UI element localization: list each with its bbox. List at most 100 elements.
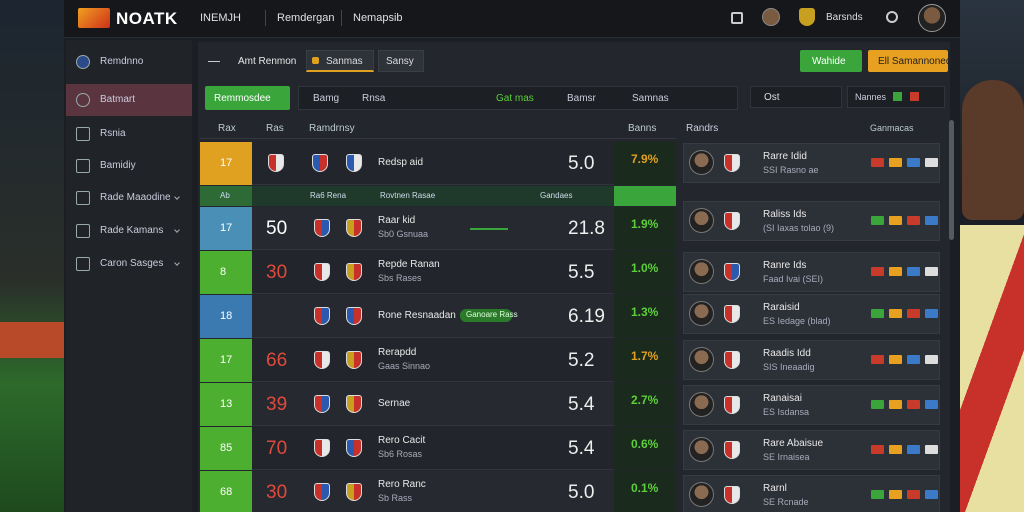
match-name: Rero Ranc (378, 479, 426, 490)
progress-line (470, 228, 508, 230)
profile-avatar[interactable] (918, 4, 946, 32)
pct-cell (614, 295, 676, 338)
percentage: 0.1% (631, 481, 659, 495)
team-crest (346, 263, 362, 281)
tab[interactable] (306, 50, 374, 72)
odds: 5.0 (568, 153, 595, 174)
nav-item[interactable]: Remdergan (277, 12, 335, 24)
match-detail: Sb6 Rosas (378, 449, 423, 459)
filter-item[interactable]: Samnas (632, 93, 669, 104)
settings-icon[interactable] (886, 11, 898, 23)
player-name: Rare Abaisue (763, 438, 824, 449)
player-detail: ES Isdansa (763, 407, 810, 417)
scrollbar (949, 120, 954, 240)
status-chip (871, 267, 884, 276)
status-chip (871, 158, 884, 167)
match-detail: Sb0 Gsnuaa (378, 229, 429, 239)
sidebar (66, 40, 192, 512)
status-chip (889, 355, 902, 364)
player-avatar (689, 150, 714, 175)
rank-cell (200, 295, 252, 338)
panel-header: Randrs (686, 123, 719, 134)
team-crest (346, 483, 362, 501)
player-jersey (960, 225, 1024, 512)
status-chip (925, 355, 938, 364)
status-chip (871, 309, 884, 318)
subheader-label: Ab (220, 191, 230, 200)
logo[interactable]: NOATK (116, 9, 178, 28)
status-chip (925, 445, 938, 454)
subheader-label: Gandaes (540, 191, 573, 200)
sidebar-item[interactable]: Rsnia (100, 128, 126, 139)
table-row[interactable] (200, 383, 676, 426)
table-row[interactable] (200, 251, 676, 294)
filter-item[interactable]: Gat mas (496, 93, 534, 104)
button-label[interactable]: Ell Samannoned (878, 56, 952, 67)
filter-primary[interactable] (205, 86, 290, 110)
team-crest (346, 395, 362, 413)
user-name[interactable]: Barsnds (826, 12, 863, 23)
tab-label[interactable]: Sanmas (326, 56, 363, 67)
status-chip (907, 158, 920, 167)
filter-bar[interactable] (298, 86, 738, 110)
search-text[interactable]: Ost (764, 92, 780, 103)
button[interactable] (800, 50, 862, 72)
player-detail: ES Iedage (blad) (763, 316, 831, 326)
sidebar-item[interactable]: Remdnno (100, 56, 144, 67)
panel-header: Ganmacas (870, 123, 914, 133)
status-chip (889, 445, 902, 454)
table-row[interactable] (200, 339, 676, 382)
match-name: Raar kid (378, 215, 416, 226)
filter-item[interactable]: Bamg (313, 93, 340, 104)
badge-icon[interactable] (799, 8, 815, 26)
subheader-rank (200, 186, 252, 206)
close-icon[interactable] (731, 12, 743, 24)
button[interactable] (868, 50, 948, 72)
status-chip (889, 400, 902, 409)
sidebar-item[interactable]: Rade Kamans (100, 225, 164, 236)
rank-cell (200, 471, 252, 512)
tab[interactable] (378, 50, 424, 72)
status-chip (907, 216, 920, 225)
player-name: Raadis Idd (763, 348, 811, 359)
status-chip (889, 309, 902, 318)
sidebar-item[interactable]: Batmart (100, 94, 136, 105)
avatar[interactable] (762, 8, 780, 26)
search-box[interactable] (750, 86, 842, 108)
status-chip (889, 158, 902, 167)
player-avatar (689, 301, 714, 326)
player-name: Raliss Ids (763, 209, 807, 220)
score: 39 (266, 394, 288, 415)
filter-label[interactable]: Remmosdee (214, 93, 271, 104)
table-row[interactable] (200, 207, 676, 250)
score: 30 (266, 482, 288, 503)
odds: 21.8 (568, 218, 605, 239)
toggle-label[interactable]: Nannes (855, 92, 887, 102)
rank: 17 (220, 157, 233, 169)
filter-item[interactable]: Bamsr (567, 93, 596, 104)
status-chip (925, 309, 938, 318)
team-crest (312, 154, 328, 172)
pct-cell (614, 383, 676, 426)
table-row[interactable] (200, 295, 676, 338)
table-row[interactable] (200, 427, 676, 470)
sidebar-item[interactable]: Rade Maaodine (100, 192, 171, 203)
nav-item[interactable]: Nemapsib (353, 12, 403, 24)
sidebar-item[interactable]: Bamidiy (100, 160, 136, 171)
left-backdrop (0, 0, 70, 512)
subheader-label: Rovtnen Rasae (380, 191, 436, 200)
status-chip (907, 445, 920, 454)
tab-label[interactable]: Sansy (386, 56, 414, 67)
button-label[interactable]: Wahide (812, 56, 846, 67)
status-chip (871, 445, 884, 454)
status-chip (925, 267, 938, 276)
tab-icon (312, 57, 319, 64)
nav-item[interactable]: INEMJH (200, 12, 241, 24)
score: 66 (266, 350, 288, 371)
filter-item[interactable]: Rnsa (362, 93, 386, 104)
rank-cell (200, 427, 252, 470)
back-arrow[interactable] (208, 61, 220, 62)
sidebar-item[interactable]: Caron Sasges (100, 258, 164, 269)
table-row[interactable] (200, 471, 676, 512)
